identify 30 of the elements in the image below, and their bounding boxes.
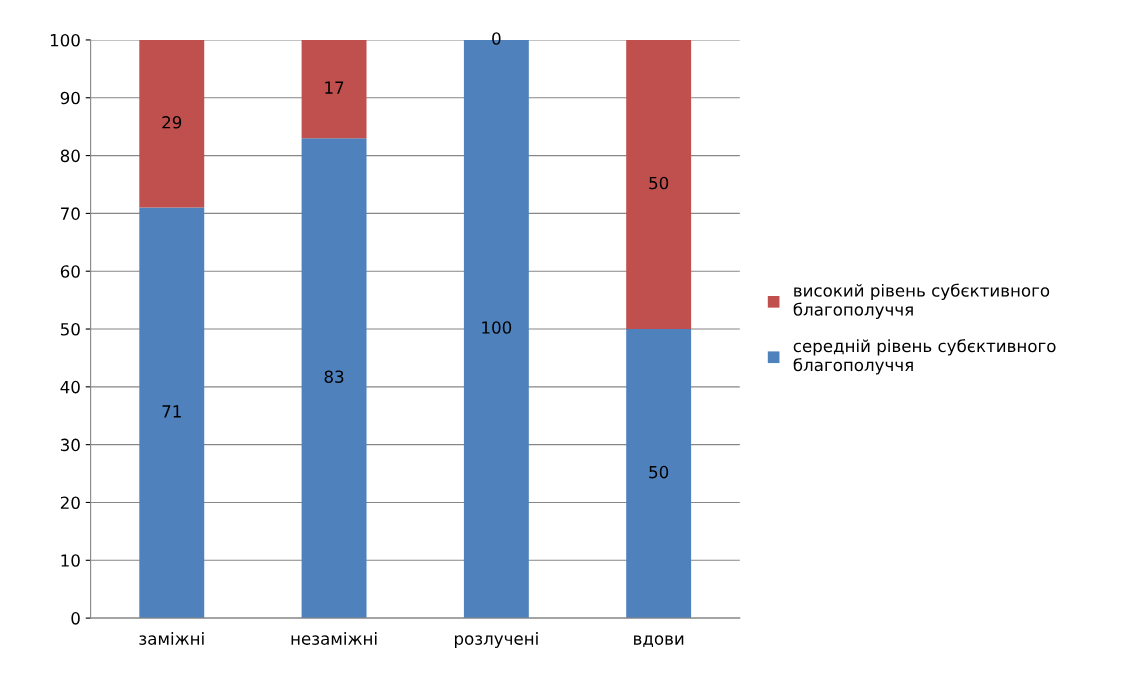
- y-tick-label: 20: [60, 496, 80, 510]
- data-label: 29: [162, 116, 182, 129]
- bar: [626, 39, 692, 330]
- y-tick-label: 40: [60, 380, 80, 394]
- x-tick-label: розлучені: [454, 631, 538, 649]
- data-label: 83: [324, 370, 344, 383]
- data-label: 50: [649, 176, 669, 190]
- y-tick-label: 80: [60, 149, 80, 163]
- y-tick-label: 100: [50, 33, 80, 47]
- data-label: 100: [482, 321, 512, 334]
- data-label: 50: [649, 465, 669, 479]
- y-tick-label: 70: [61, 207, 80, 220]
- x-tick-label: заміжні: [139, 631, 204, 645]
- y-tick-label: 10: [61, 554, 80, 567]
- y-tick-label: 0: [71, 612, 80, 625]
- x-tick-label: вдови: [634, 635, 684, 647]
- legend-label: високий рівень субєктивного благополуччя: [793, 283, 1050, 320]
- y-tick-label: 90: [60, 91, 80, 105]
- bar: [626, 329, 692, 619]
- bar: [139, 39, 205, 208]
- bar: [301, 39, 367, 139]
- y-tick-label: 30: [60, 438, 80, 452]
- x-tick-label: незаміжні: [291, 631, 377, 645]
- legend-label: середній рівень субєктивного благополуччя: [793, 339, 1056, 375]
- y-tick-label: 50: [60, 322, 80, 336]
- data-label: 71: [162, 405, 181, 418]
- data-label: 17: [325, 81, 344, 94]
- bar: [139, 207, 205, 619]
- bar: [301, 138, 367, 619]
- y-tick-label: 60: [60, 265, 80, 278]
